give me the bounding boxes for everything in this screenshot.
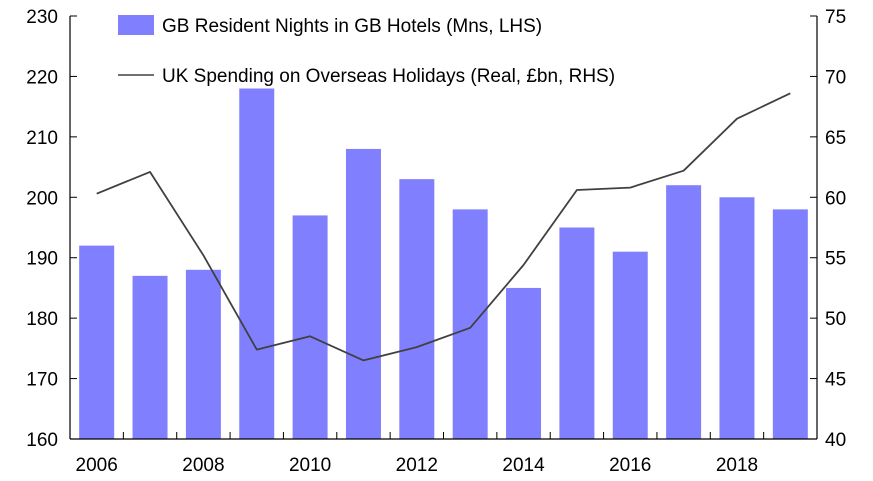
y-right-tick-label: 55 <box>825 249 846 270</box>
x-tick-label: 2018 <box>716 455 758 476</box>
y-right-tick-label: 70 <box>825 67 846 88</box>
y-left-tick-label: 160 <box>26 430 58 451</box>
y-right-tick-label: 50 <box>825 309 846 330</box>
x-tick-label: 2012 <box>396 455 438 476</box>
bar-2008 <box>185 269 221 439</box>
y-left-tick-label: 200 <box>26 188 58 209</box>
legend: GB Resident Nights in GB Hotels (Mns, LH… <box>118 15 615 87</box>
x-tick-label: 2010 <box>289 455 331 476</box>
y-left-tick-label: 230 <box>26 7 58 28</box>
bar-2013 <box>452 209 488 439</box>
bar-2006 <box>79 245 115 439</box>
bar-2010 <box>292 215 328 439</box>
y-left-tick-label: 210 <box>26 128 58 149</box>
legend-swatch-hotel-nights <box>118 15 154 35</box>
bar-2009 <box>239 88 275 439</box>
bar-2011 <box>345 148 381 439</box>
axes: 160 170 180 190 200 210 220 230 40 45 50 55 60 65 70 75… <box>26 7 846 476</box>
bar-2012 <box>399 179 435 439</box>
bar-2017 <box>666 185 702 439</box>
line-overseas-spending <box>96 92 791 362</box>
y-right-tick-label: 60 <box>825 188 846 209</box>
x-tick-label: 2006 <box>76 455 118 476</box>
bar-2014 <box>506 287 542 439</box>
y-left-tick-label: 220 <box>26 67 58 88</box>
bar-series-hotel-nights <box>79 88 808 439</box>
bar-2018 <box>719 197 755 439</box>
x-tick-label: 2016 <box>609 455 651 476</box>
line-series-overseas-spending <box>96 92 791 362</box>
bar-2015 <box>559 227 595 439</box>
x-tick-label: 2008 <box>182 455 224 476</box>
y-right-tick-label: 40 <box>825 430 846 451</box>
legend-label-hotel-nights: GB Resident Nights in GB Hotels (Mns, LH… <box>162 16 542 37</box>
y-right-tick-label: 75 <box>825 7 846 28</box>
bar-2007 <box>132 275 168 439</box>
y-left-tick-label: 170 <box>26 370 58 391</box>
bar-2016 <box>612 251 648 439</box>
y-right-tick-label: 65 <box>825 128 846 149</box>
y-left-tick-label: 180 <box>26 309 58 330</box>
bar-2019 <box>772 209 808 439</box>
x-tick-label: 2014 <box>502 455 545 476</box>
y-left-tick-label: 190 <box>26 249 58 270</box>
y-right-tick-label: 45 <box>825 370 846 391</box>
legend-label-overseas-spending: UK Spending on Overseas Holidays (Real, … <box>162 66 615 87</box>
